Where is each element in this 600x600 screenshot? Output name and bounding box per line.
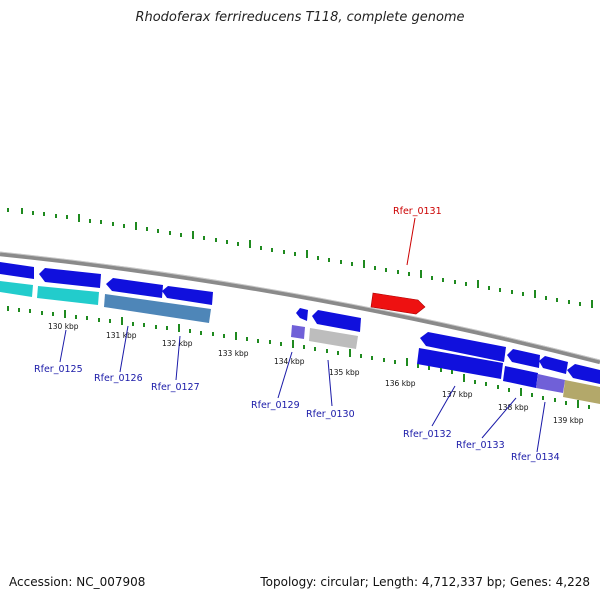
label-rfer-0129[interactable]: Rfer_0129 [251, 400, 300, 411]
scale-label: 136 kbp [385, 379, 416, 388]
scale-label: 137 kbp [442, 390, 473, 399]
callout-rfer-0131 [406, 217, 416, 266]
scale-label: 138 kbp [498, 403, 529, 412]
label-rfer-0133[interactable]: Rfer_0133 [456, 440, 505, 451]
label-rfer-0130[interactable]: Rfer_0130 [306, 409, 355, 420]
gene-rfer-0125[interactable] [37, 286, 99, 305]
scale-label: 131 kbp [106, 331, 137, 340]
gene-rfer-0125-upper[interactable] [39, 268, 101, 288]
gene-rfer-0126-upper[interactable] [106, 278, 163, 298]
genome-backbone [0, 251, 600, 365]
gene-labels: Rfer_0125 Rfer_0126 Rfer_0127 Rfer_0129 … [34, 364, 560, 463]
gene-callouts [59, 325, 546, 453]
gene-rfer-0132[interactable] [417, 348, 503, 379]
gene-rfer-0132-upper[interactable] [420, 332, 506, 362]
scale-label: 132 kbp [162, 339, 193, 348]
gene-rfer-0130[interactable] [309, 328, 358, 349]
label-rfer-0131[interactable]: Rfer_0131 [393, 206, 442, 217]
gene-cyan-left[interactable] [0, 281, 33, 297]
gene-row-lower [0, 281, 600, 404]
gene-rfer-0126[interactable] [104, 294, 211, 323]
gene-row-reverse [0, 262, 600, 384]
gene-rfer-0130-upper[interactable] [312, 310, 361, 332]
gene-rfer-0134[interactable] [536, 374, 565, 393]
accession-text: Accession: NC_007908 [9, 575, 146, 589]
label-rfer-0134[interactable]: Rfer_0134 [511, 452, 560, 463]
label-rfer-0126[interactable]: Rfer_0126 [94, 373, 143, 384]
scale-label: 130 kbp [48, 322, 79, 331]
label-rfer-0125[interactable]: Rfer_0125 [34, 364, 83, 375]
genome-summary-text: Topology: circular; Length: 4,712,337 bp… [260, 575, 590, 589]
gene-rfer-0134-upper[interactable] [539, 356, 568, 374]
outer-tick-ring [7, 208, 593, 308]
gene-rfer-0133-upper[interactable] [507, 349, 540, 368]
label-rfer-0132[interactable]: Rfer_0132 [403, 429, 452, 440]
label-rfer-0127[interactable]: Rfer_0127 [151, 382, 200, 393]
gene-olive-right[interactable] [563, 380, 600, 404]
gene-rfer-0129-small[interactable] [291, 325, 305, 339]
genome-title: Rhodoferax ferrireducens T118, complete … [135, 10, 465, 25]
gene-rfer-0133[interactable] [503, 366, 538, 388]
gene-rfer-0129[interactable] [296, 308, 308, 321]
scale-label: 133 kbp [218, 349, 249, 358]
gene-rfer-0127-upper[interactable] [162, 286, 213, 305]
gene-rfer-0131[interactable] [370, 292, 426, 315]
inner-tick-ring [7, 306, 590, 409]
gene-left-edge[interactable] [0, 262, 34, 279]
gene-right-edge[interactable] [567, 364, 600, 384]
scale-label: 135 kbp [329, 368, 360, 377]
scale-label: 139 kbp [553, 416, 584, 425]
